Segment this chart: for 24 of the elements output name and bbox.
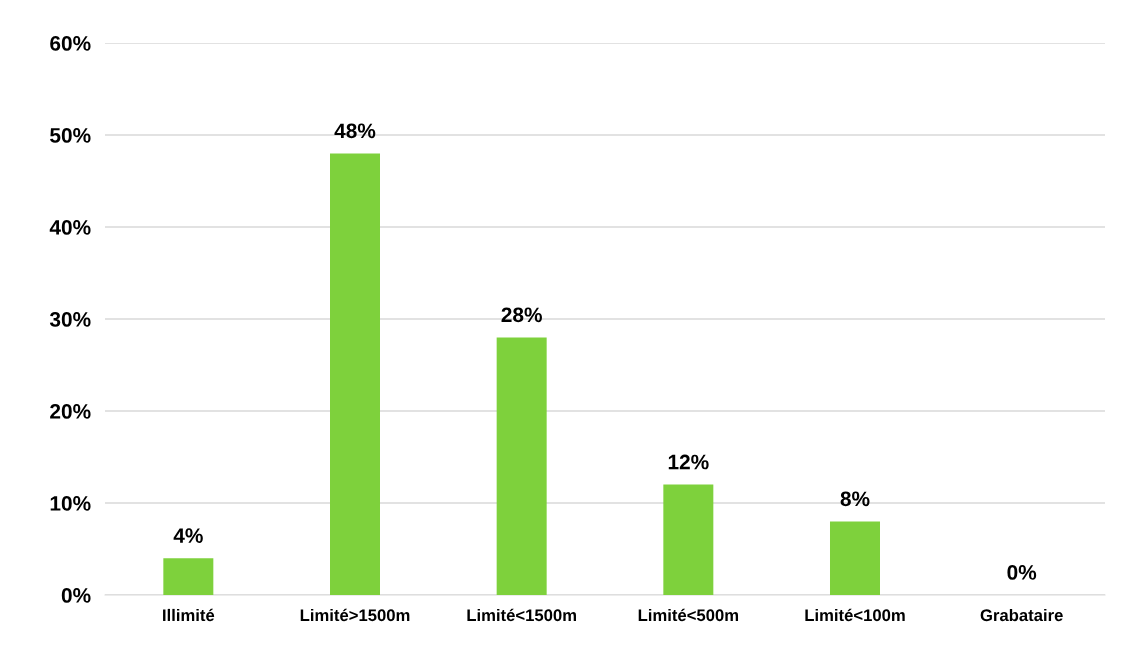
x-tick-label: Illimité [163,608,215,622]
y-tick-label: 40% [49,220,91,235]
y-tick-label: 20% [50,404,91,419]
y-tick-label: 0% [61,588,91,603]
data-label: 28% [501,307,542,323]
x-tick-label: Limité<1500m [467,608,576,622]
bar [163,558,214,595]
y-tick-label: 50% [50,128,91,143]
data-label: 4% [173,528,203,543]
y-tick-label: 10% [50,496,91,511]
bar [830,521,880,595]
x-tick-label: Limité<100m [805,608,905,622]
bar [496,337,547,595]
x-tick-label: Limité>1500m [300,608,410,622]
y-tick-label: 60% [50,36,91,51]
x-tick-label: Grabataire [980,608,1063,622]
data-label: 0% [1007,565,1037,580]
data-label: 8% [840,491,870,507]
x-tick-label: Limité<500m [638,608,739,622]
data-label: 12% [668,454,709,470]
y-tick-label: 30% [49,312,91,327]
bar [663,484,714,595]
bar [330,153,380,595]
data-label: 48% [334,123,376,139]
